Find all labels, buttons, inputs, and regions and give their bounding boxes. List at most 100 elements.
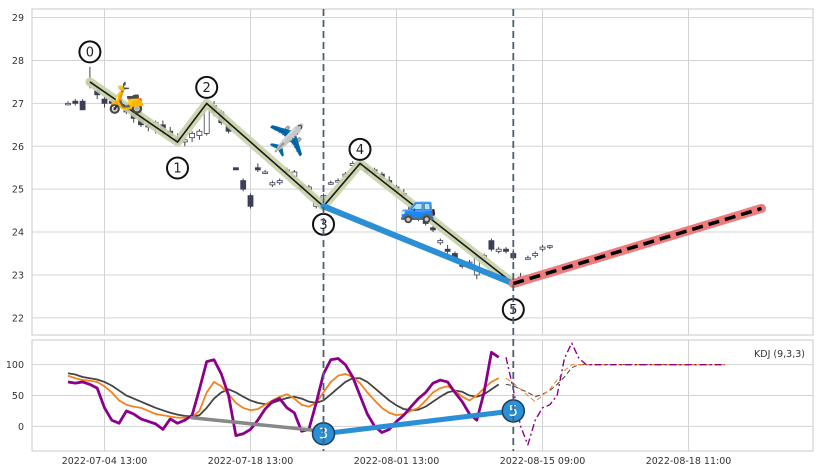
price-y-tick: 27 <box>12 99 24 110</box>
price-y-axis: 22 23 24 25 26 27 28 29 <box>12 13 24 324</box>
candle <box>430 225 436 233</box>
candle <box>189 131 196 142</box>
candle-body <box>503 248 509 252</box>
candle <box>327 180 334 185</box>
candle <box>525 255 531 260</box>
price-y-tick: 29 <box>12 13 24 24</box>
wave-labels: 012345 <box>78 40 525 322</box>
kdj-y-tick: 0 <box>18 422 24 433</box>
candle-body <box>276 180 283 184</box>
kdj-y-tick: 100 <box>6 360 24 371</box>
x-tick-label: 2022-08-18 11:00 <box>646 456 732 467</box>
candle <box>247 193 254 209</box>
candle <box>546 244 553 250</box>
wave-glow <box>85 77 518 289</box>
candle-body <box>247 195 254 207</box>
kdj-d-forecast <box>505 364 725 398</box>
candle <box>276 178 283 185</box>
wave-point-label: 4 <box>348 137 372 161</box>
price-y-tick: 24 <box>12 228 24 239</box>
candle <box>437 238 444 245</box>
wave-point-circle <box>78 40 102 64</box>
price-grid <box>32 9 813 335</box>
wave-point-label: 0 <box>78 40 102 64</box>
kdj-lines <box>67 342 725 446</box>
emoji-marker: 🛵 <box>108 81 145 116</box>
wave-point-label: 2 <box>195 75 219 99</box>
kdj-j-forecast <box>505 342 725 446</box>
candle <box>101 96 108 108</box>
kdj-k-line <box>67 373 500 419</box>
candle-body <box>415 214 422 220</box>
candle <box>488 238 495 252</box>
candle <box>495 247 502 254</box>
candle <box>72 99 79 106</box>
price-panel-frame <box>31 8 814 336</box>
candle-body <box>101 98 108 104</box>
candle <box>532 251 539 258</box>
price-y-tick: 25 <box>12 185 24 196</box>
kdj-y-axis: 0 50 100 <box>6 360 24 433</box>
wave-overlays: 🛵 ✈️ 🚙 <box>85 77 766 289</box>
wave-point-circle <box>348 137 372 161</box>
candle <box>269 180 276 188</box>
candle-body <box>189 132 196 139</box>
candle <box>539 244 546 252</box>
candle-body <box>444 248 451 252</box>
price-y-tick: 26 <box>12 142 24 153</box>
kdj-legend: KDJ (9,3,3) <box>754 349 805 360</box>
candle-body <box>240 180 247 190</box>
candle-body <box>79 100 86 111</box>
candle <box>240 178 247 192</box>
candle-body <box>232 167 239 171</box>
candle-body <box>437 240 444 244</box>
candle-body <box>525 257 531 260</box>
candle <box>503 247 509 254</box>
candle-body <box>430 227 436 231</box>
candle-body <box>488 240 495 250</box>
candle-body <box>254 167 261 171</box>
wave-point-label: 1 <box>166 156 189 180</box>
wave-point-number: 4 <box>356 143 364 158</box>
candle-body <box>269 182 276 186</box>
x-tick-label: 2022-08-15 09:00 <box>500 456 586 467</box>
emoji-marker: 🚙 <box>400 190 437 225</box>
kdj-k-forecast <box>505 364 725 403</box>
candle <box>262 169 269 175</box>
price-y-tick: 22 <box>12 313 24 324</box>
candle-body <box>532 253 539 257</box>
candle-body <box>65 102 71 106</box>
candle-body <box>539 246 546 250</box>
wave-point-circle <box>166 156 189 180</box>
wave-point-circle <box>195 75 219 99</box>
wave-point-number: 3 <box>319 218 327 233</box>
wave-line <box>89 81 514 285</box>
candle-body <box>327 182 334 185</box>
emoji-marker: ✈️ <box>268 122 305 159</box>
candle <box>444 244 451 254</box>
candle <box>196 129 203 140</box>
wave-point-number: 0 <box>86 45 94 60</box>
kdj-y-tick: 50 <box>12 391 24 402</box>
x-tick-label: 2022-07-18 13:00 <box>208 456 294 467</box>
candle <box>65 101 71 106</box>
candle <box>232 167 239 171</box>
candle-body <box>72 100 79 104</box>
projection-line <box>320 203 517 287</box>
x-tick-label: 2022-08-01 13:00 <box>354 456 440 467</box>
kdj-projection-line <box>321 408 516 437</box>
wave-point-number: 2 <box>203 81 211 96</box>
wave-point-number: 1 <box>173 161 181 176</box>
price-y-tick: 23 <box>12 270 24 281</box>
forecast-line <box>512 206 763 286</box>
price-y-tick: 28 <box>12 56 24 67</box>
kdj-j-line <box>67 350 500 437</box>
x-tick-label: 2022-07-04 13:00 <box>62 456 148 467</box>
candle <box>79 99 86 111</box>
candle <box>254 163 261 172</box>
candle-body <box>546 245 553 248</box>
period-dividers <box>322 9 515 451</box>
